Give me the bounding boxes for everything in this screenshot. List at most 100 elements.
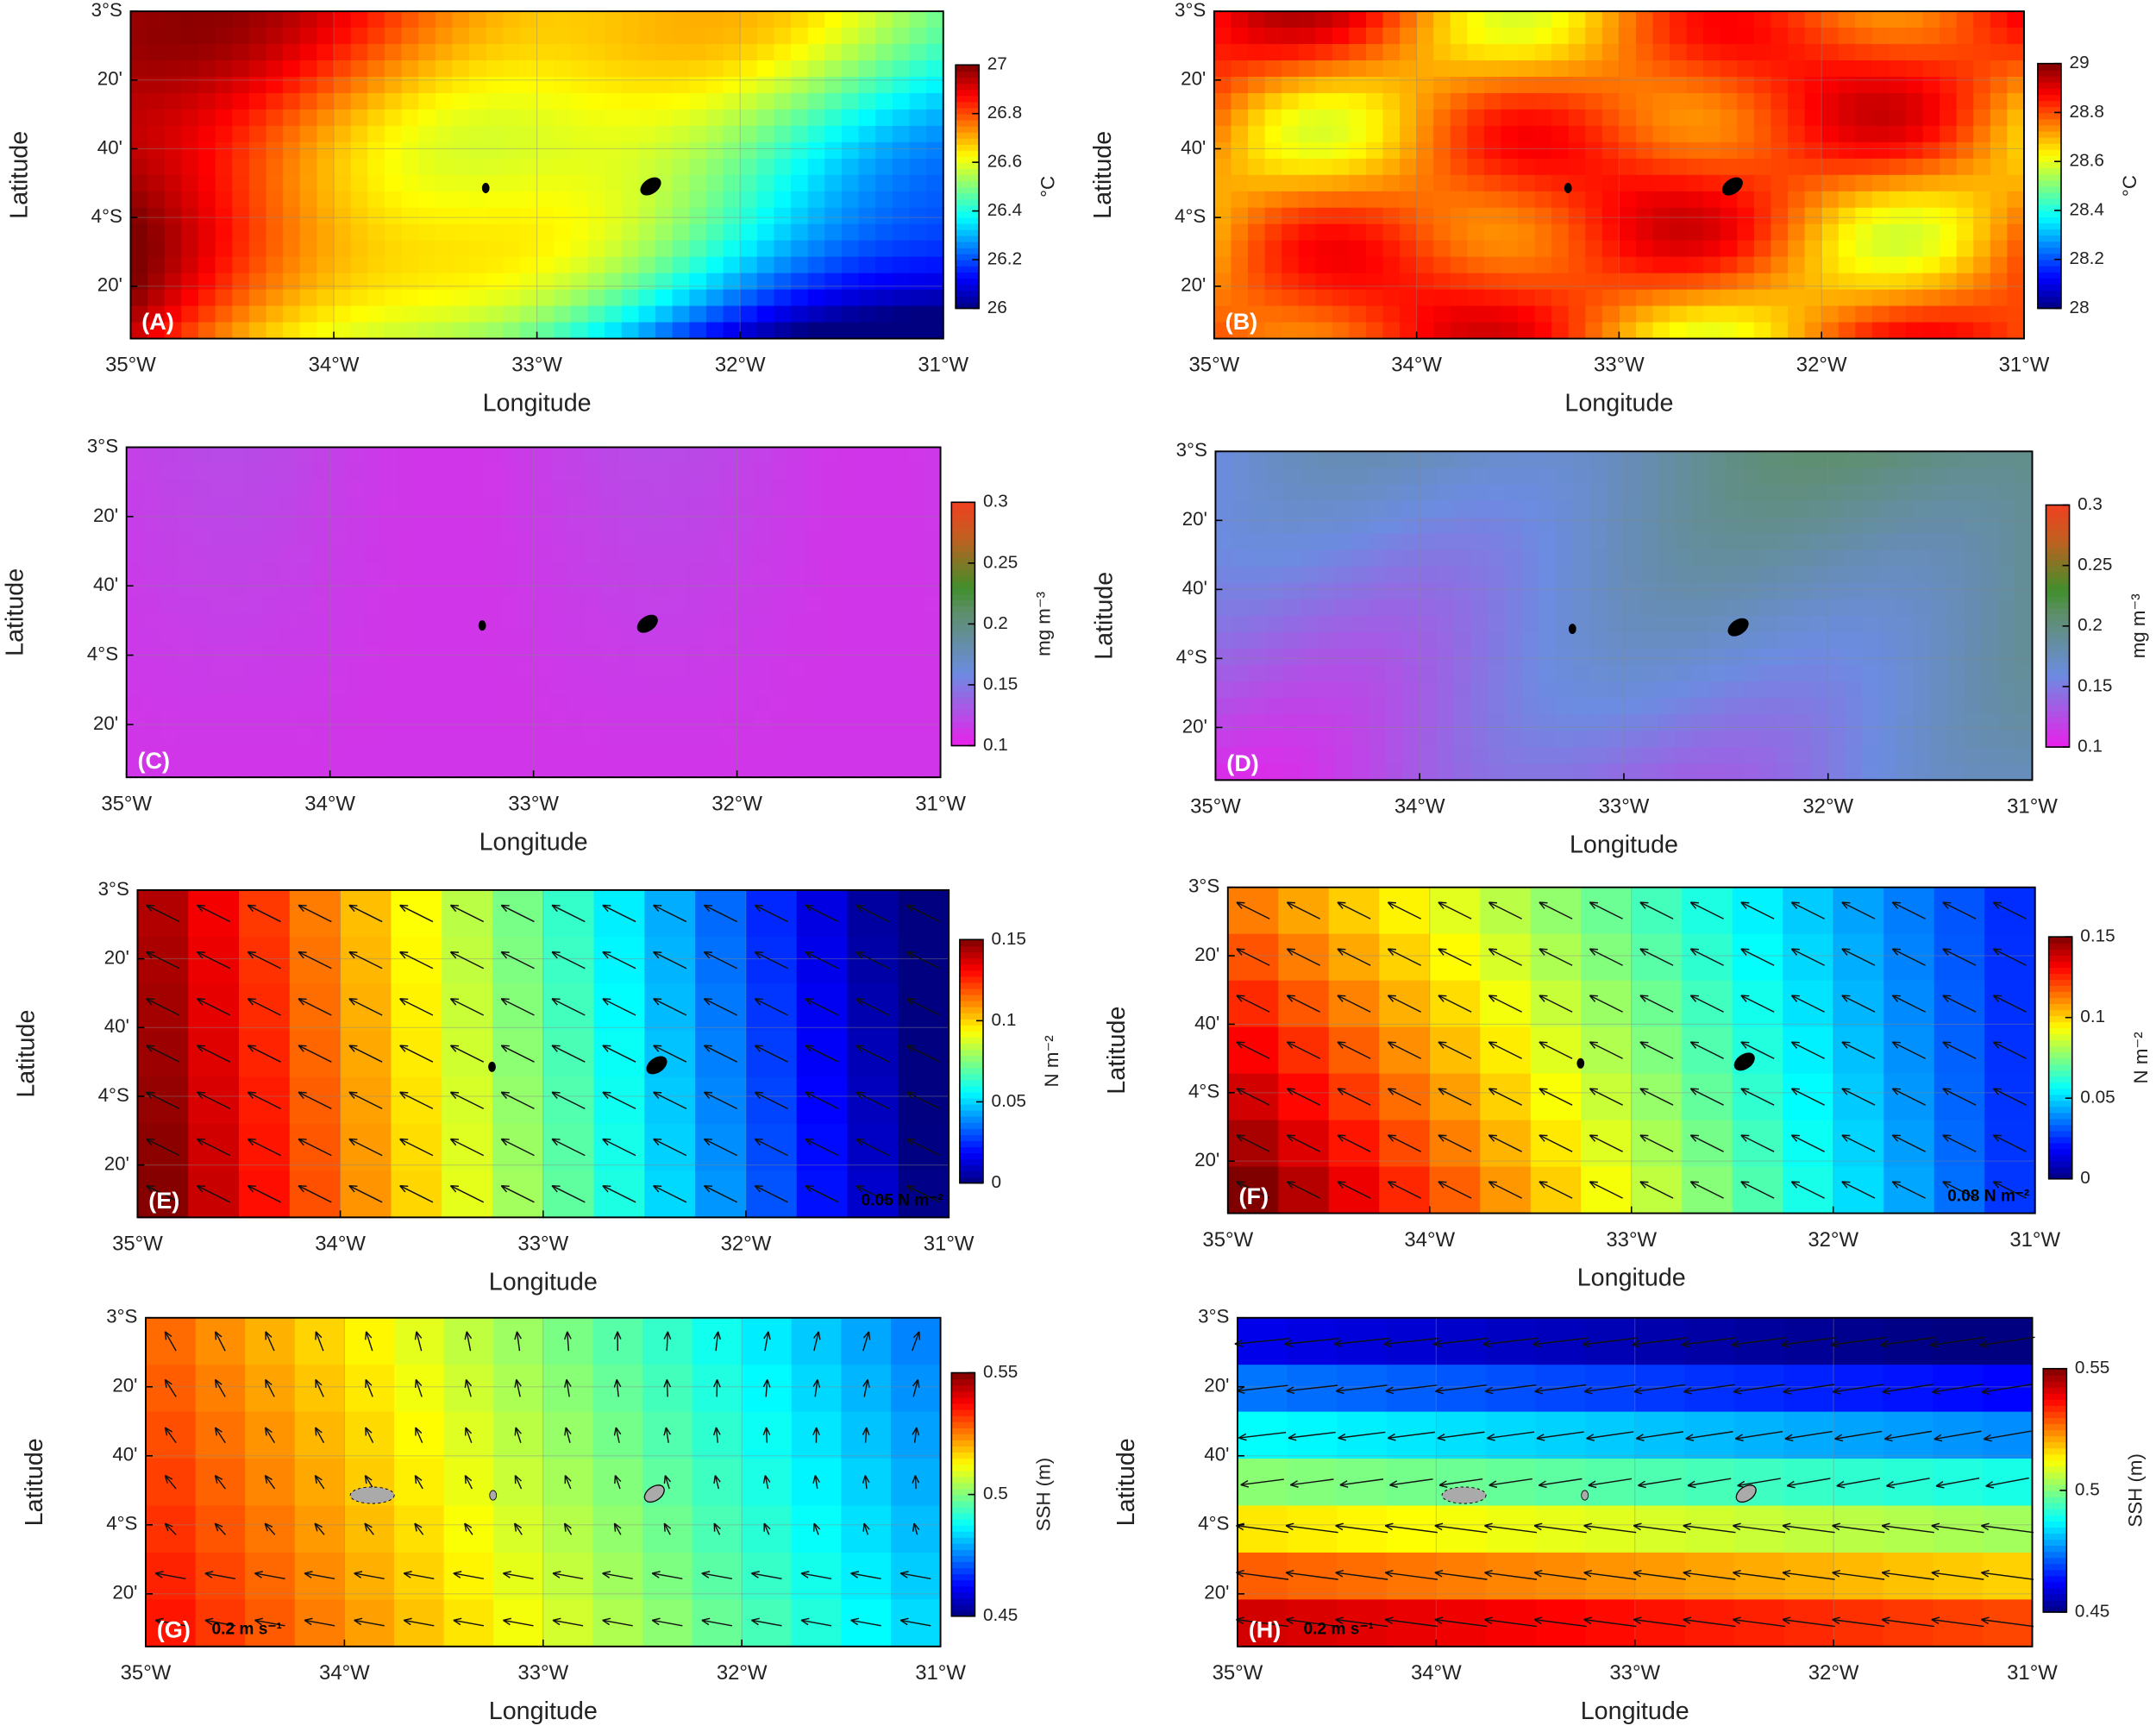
field-cell [1264,305,1283,323]
field-cell [245,513,263,531]
field-cell [719,711,738,729]
field-cell [536,109,555,127]
arrow-head [449,951,460,959]
field-cell [770,546,789,564]
field-cell [1964,549,1983,568]
field-cell [1283,468,1302,486]
field-cell [431,530,450,548]
field-cell [1365,44,1384,61]
field-cell [703,678,721,696]
field-cell [1400,273,1418,291]
field-cell [482,628,501,647]
field-cell [1845,714,1864,732]
field-cell [1450,141,1469,160]
field-cell [705,273,724,291]
field-cell [312,727,331,745]
field-cell [1871,174,1890,192]
field-cell [824,256,843,274]
field-cell [1213,256,1232,274]
field-cell [1794,631,1812,650]
field-cell [587,109,606,127]
field-cell [1607,517,1625,535]
field-cell [211,711,229,729]
field-cell [807,28,826,45]
x-tick-label: 32°W [1796,354,1847,377]
field-cell [719,645,738,663]
x-tick-label: 31°W [918,354,968,377]
field-cell [1556,517,1574,535]
field-cell [587,305,606,323]
field-cell [143,711,161,729]
field-cell [147,109,166,127]
field-cell [448,612,467,630]
field-cell [875,28,893,45]
field-cell [889,595,908,613]
vector-arrow [653,1091,687,1110]
field-cell [1453,549,1472,568]
field-cell [638,289,656,307]
field-cell [1619,158,1637,176]
field-cell [126,513,145,531]
field-cell [1686,273,1705,291]
field-cell [550,612,568,630]
field-cell [126,678,145,696]
field-cell [889,645,908,663]
field-cell [1703,44,1721,61]
field-cell [347,694,365,712]
field-cell [215,76,234,94]
field-cell [1467,141,1485,160]
field-cell [621,92,640,110]
field-cell [770,562,789,580]
colorbar-cell [2048,1166,2072,1174]
field-cell [431,463,450,481]
field-cell [1436,582,1455,600]
field-cell [469,28,487,45]
colorbar-cell [959,1037,983,1045]
field-cell [689,158,707,176]
vector-arrow [298,1185,332,1203]
field-cell [1759,615,1778,633]
field-cell [130,158,149,176]
field-cell [1726,714,1745,732]
field-cell [329,727,348,745]
field-cell [791,60,809,78]
arrow-head [856,1091,865,1100]
field-cell [774,28,793,45]
field-cell [1249,451,1268,469]
field-cell [1488,664,1506,682]
field-cell [587,207,606,225]
field-cell [1264,158,1283,176]
colorbar-cell [2037,63,2061,71]
field-cell [1433,92,1451,110]
field-cell [1855,92,1873,110]
field-cell [1349,76,1367,94]
field-cell [1488,714,1506,732]
field-cell [1334,664,1353,682]
field-cell [363,645,382,663]
field-cell [805,546,823,564]
field-cell [1788,141,1806,160]
arrow-head [1337,1088,1346,1095]
field-cell [469,256,487,274]
field-cell [1385,631,1404,650]
field-cell [1862,468,1880,486]
field-cell [1811,648,1829,666]
field-cell [2007,76,2025,94]
field-cell [1930,664,1948,682]
field-cell [635,562,654,580]
field-cell [1878,517,1897,535]
field-cell [723,109,742,127]
field-cell [384,207,403,225]
field-cell [1365,289,1384,307]
field-cell [1658,648,1677,666]
field-cell [1518,109,1536,127]
vector-arrow [805,998,839,1016]
field-cell [469,191,487,209]
field-cell [1821,109,1839,127]
field-cell [1488,599,1506,617]
field-cell [160,727,179,745]
field-cell [754,662,772,680]
field-cell [1658,747,1677,765]
field-cell [1878,549,1897,568]
field-cell [160,744,179,762]
